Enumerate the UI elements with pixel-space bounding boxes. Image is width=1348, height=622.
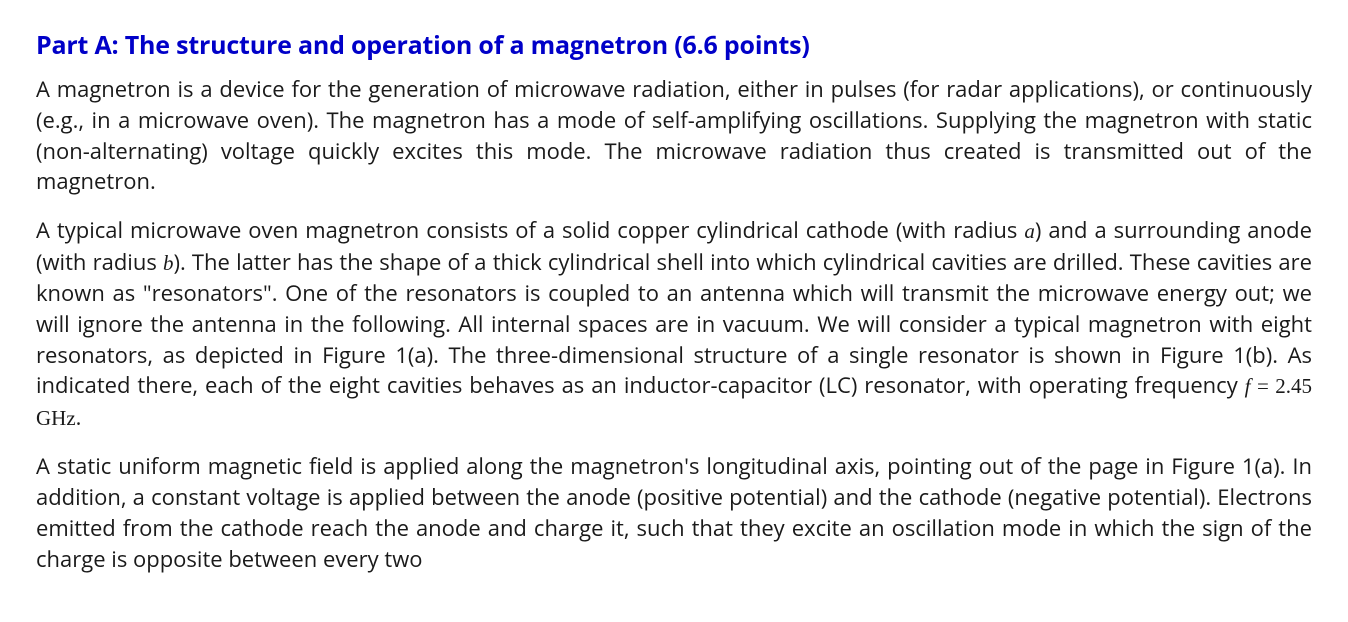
p2-text-4: . — [76, 402, 82, 432]
paragraph-3-text: A static uniform magnetic field is appli… — [36, 451, 1312, 573]
math-var-a: a — [1024, 219, 1035, 243]
p2-text-1: A typical microwave oven magnetron consi… — [36, 215, 1024, 245]
p2-text-3: ). The latter has the shape of a thick c… — [36, 247, 1312, 401]
paragraph-3: A static uniform magnetic field is appli… — [36, 451, 1312, 574]
math-var-b: b — [163, 251, 174, 275]
math-eq: = — [1251, 374, 1276, 398]
section-heading: Part A: The structure and operation of a… — [36, 28, 1312, 62]
paragraph-1-text: A magnetron is a device for the generati… — [36, 74, 1312, 196]
math-unit: GHz — [36, 406, 76, 430]
math-value: 2.45 — [1275, 374, 1312, 398]
paragraph-1: A magnetron is a device for the generati… — [36, 74, 1312, 197]
paragraph-2: A typical microwave oven magnetron consi… — [36, 215, 1312, 433]
